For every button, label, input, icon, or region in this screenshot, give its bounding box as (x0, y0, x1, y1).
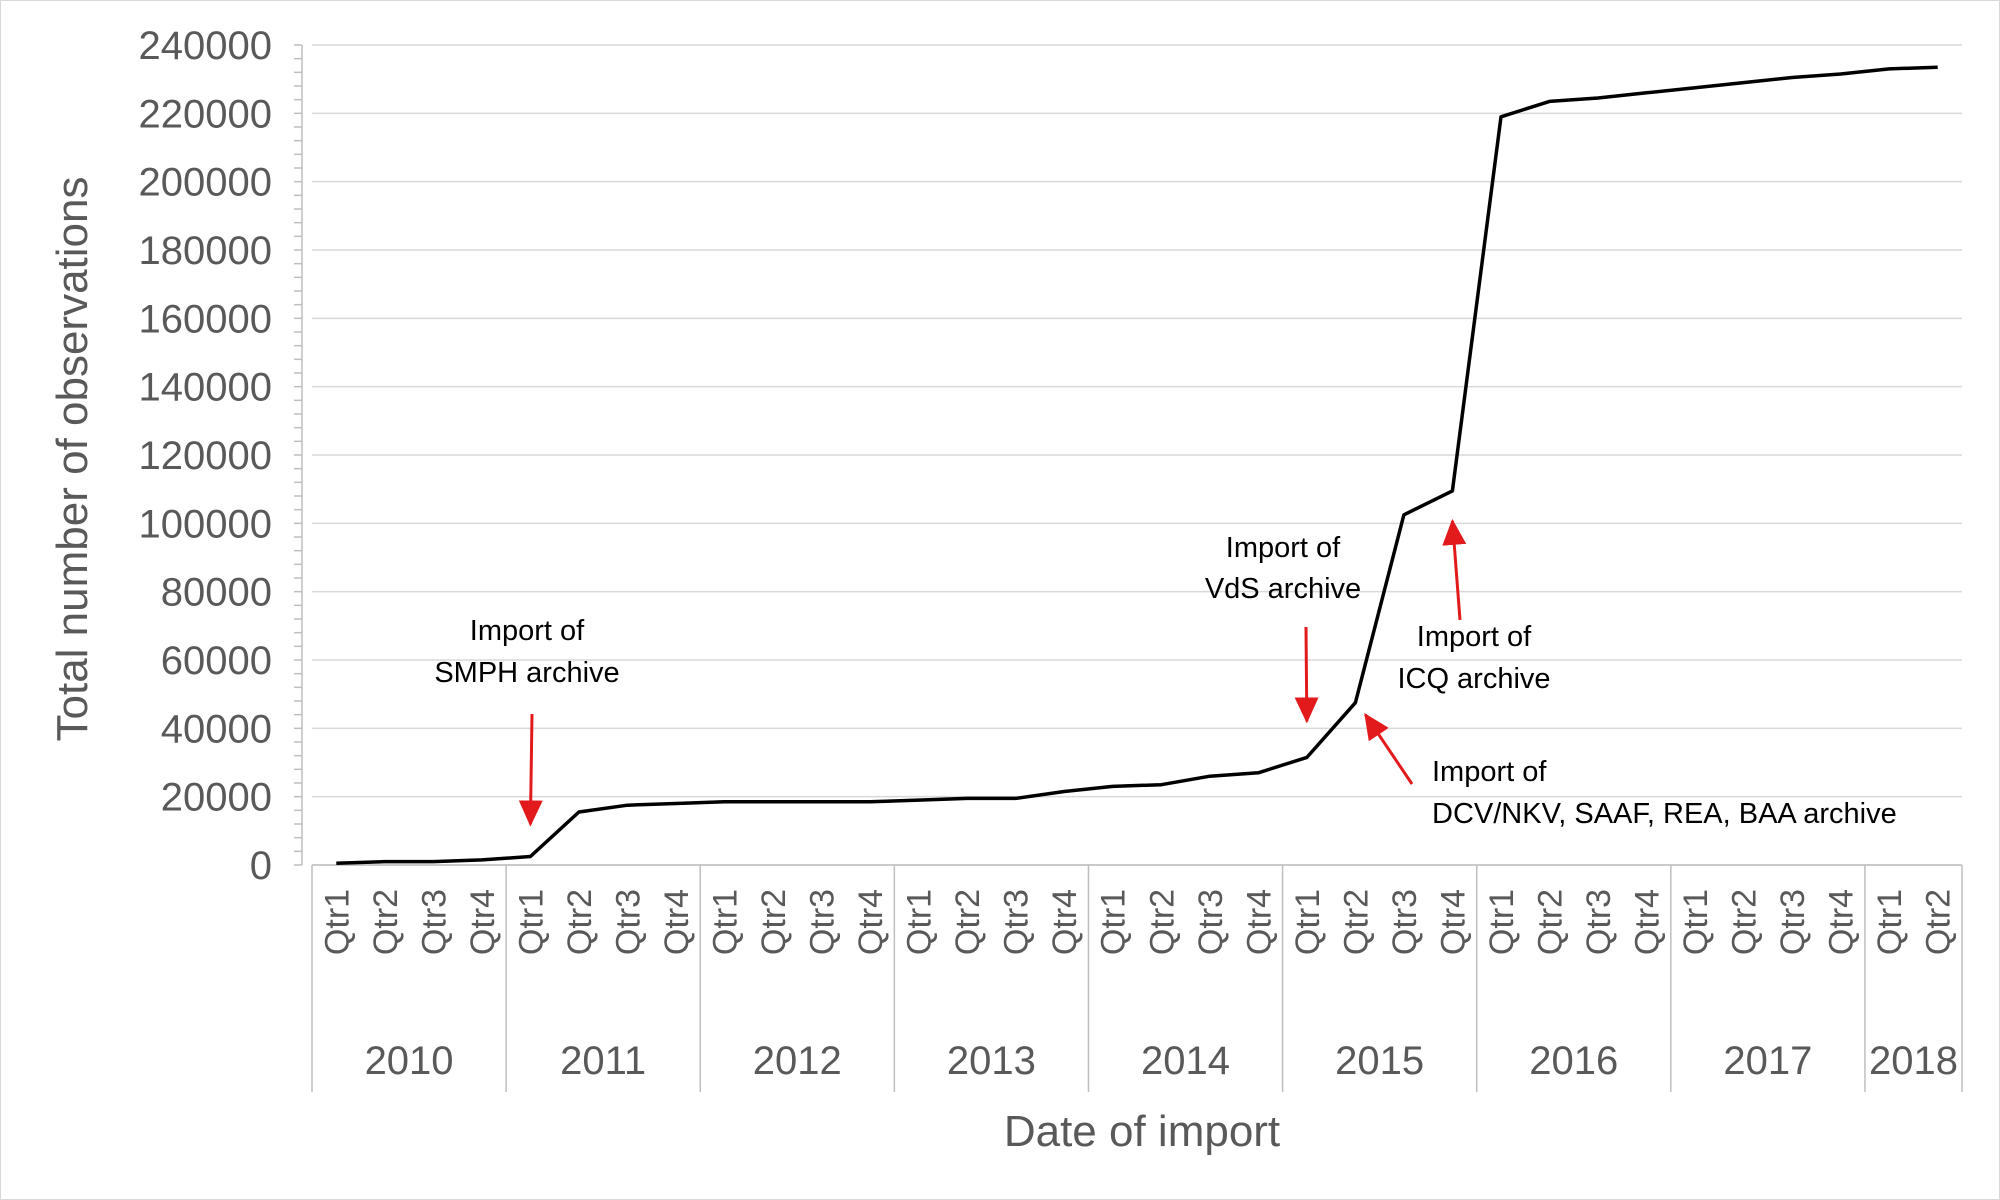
x-tick-label: Qtr1 (1871, 889, 1909, 955)
x-axis: Qtr1 Qtr2 Qtr3 Qtr4 Qtr1 Qtr2 Qtr3 Qtr4 Qtr1 Qtr2… (311, 864, 1963, 1092)
x-group-label: 2014 (1141, 1039, 1230, 1083)
x-tick-label: Qtr3 (609, 889, 647, 955)
x-tick-label: Qtr2 (755, 889, 793, 955)
x-tick-label: Qtr4 (1240, 889, 1278, 955)
x-tick-label: Qtr4 (1046, 889, 1084, 955)
x-tick-label: Qtr2 (561, 889, 599, 955)
y-tick-label: 240000 (139, 24, 272, 68)
x-tick-label: Qtr4 (1434, 889, 1472, 955)
y-tick-label: 100000 (139, 502, 272, 546)
x-tick-label: Qtr2 (949, 889, 987, 955)
annotation-text: Import of (1226, 532, 1341, 564)
x-tick-label: Qtr4 (1629, 889, 1667, 955)
x-axis-title: Date of import (1004, 1107, 1280, 1156)
x-tick-label: Qtr4 (852, 889, 890, 955)
y-tick-label: 80000 (161, 571, 272, 615)
x-tick-label: Qtr4 (1823, 889, 1861, 955)
x-tick-label: Qtr3 (804, 889, 842, 955)
x-group-label: 2010 (365, 1039, 454, 1083)
x-tick-label: Qtr1 (318, 889, 356, 955)
y-axis-title: Total number of observations (48, 177, 97, 742)
y-tick-label: 40000 (161, 707, 272, 751)
x-group-label: 2015 (1335, 1039, 1424, 1083)
x-tick-label: Qtr3 (1580, 889, 1618, 955)
x-tick-label: Qtr4 (464, 889, 502, 955)
x-tick-label: Qtr1 (901, 889, 939, 955)
x-tick-label: Qtr2 (1920, 889, 1958, 955)
annotation-arrow (1294, 626, 1319, 724)
y-tick-label: 200000 (139, 161, 272, 205)
x-tick-label: Qtr2 (1337, 889, 1375, 955)
x-tick-label: Qtr1 (707, 889, 745, 955)
annotation-text: VdS archive (1205, 573, 1361, 605)
series-layer (336, 65, 1938, 866)
x-tick-label: Qtr3 (415, 889, 453, 955)
x-group-label: 2011 (560, 1039, 646, 1083)
x-tick-label: Qtr2 (1726, 889, 1764, 955)
annotation-text: DCV/NKV, SAAF, REA, BAA archive (1432, 798, 1897, 830)
x-tick-label: Qtr1 (512, 889, 550, 955)
annotation-arrow (518, 713, 543, 827)
x-tick-label: Qtr1 (1289, 889, 1327, 955)
annotation-text: Import of (1432, 756, 1547, 788)
x-group-label: 2018 (1869, 1039, 1958, 1083)
x-tick-label: Qtr1 (1483, 889, 1521, 955)
x-tick-label: Qtr3 (1774, 889, 1812, 955)
gridlines (312, 44, 1962, 866)
y-tick-label: 60000 (161, 639, 272, 683)
x-group-label: 2013 (947, 1039, 1036, 1083)
y-tick-label: 120000 (139, 434, 272, 478)
x-tick-label: Qtr4 (658, 889, 696, 955)
x-tick-label: Qtr2 (1143, 889, 1181, 955)
annotation-arrow (1364, 713, 1414, 785)
annotations-layer: Import of SMPH archive Import of VdS archiv… (434, 518, 1897, 830)
y-tick-label: 0 (250, 844, 272, 888)
y-tick-label: 20000 (161, 776, 272, 820)
annotation-arrow (1442, 518, 1467, 621)
annotation-text: Import of (1417, 621, 1532, 653)
x-tick-label: Qtr1 (1095, 889, 1133, 955)
y-tick-label: 160000 (139, 297, 272, 341)
x-tick-label: Qtr3 (1386, 889, 1424, 955)
y-axis: 0 20000 40000 60000 80000 100000 120000 140000 1… (139, 24, 303, 888)
annotation-text: SMPH archive (434, 657, 619, 689)
x-group-label: 2017 (1723, 1039, 1812, 1083)
y-tick-label: 140000 (139, 366, 272, 410)
x-group-label: 2016 (1529, 1039, 1618, 1083)
y-tick-label: 220000 (139, 92, 272, 136)
annotation-text: Import of (470, 615, 585, 647)
annotation-text: ICQ archive (1397, 663, 1550, 695)
x-tick-label: Qtr1 (1677, 889, 1715, 955)
y-tick-label: 180000 (139, 229, 272, 273)
series-line (336, 65, 1938, 866)
x-group-label: 2012 (753, 1039, 842, 1083)
x-tick-label: Qtr3 (998, 889, 1036, 955)
x-tick-label: Qtr2 (1532, 889, 1570, 955)
x-tick-label: Qtr3 (1192, 889, 1230, 955)
x-tick-label: Qtr2 (367, 889, 405, 955)
